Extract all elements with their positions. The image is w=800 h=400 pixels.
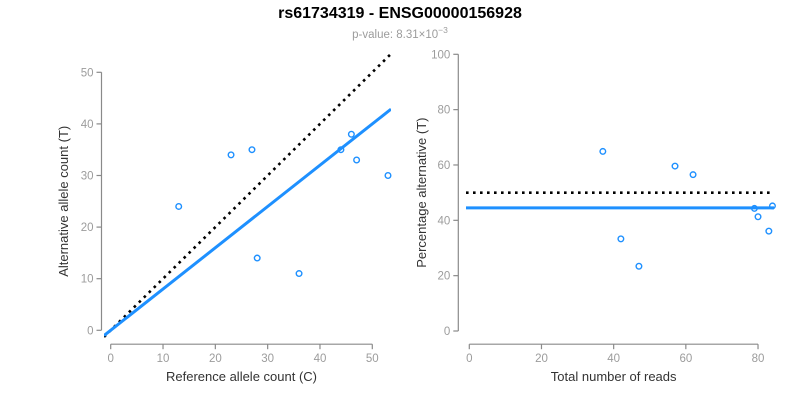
plot-lines xyxy=(466,191,774,210)
x-tick-label: 40 xyxy=(607,353,620,365)
y-tick-label: 30 xyxy=(81,171,94,183)
x-tick-label: 30 xyxy=(261,353,274,365)
page-subtitle: p-value: 8.31×10−3 xyxy=(0,25,800,41)
data-point xyxy=(353,156,361,164)
x-tick-label: 60 xyxy=(679,353,692,365)
plot-percentage-reads: 0 20 40 60 80 100 0 20 40 60 80 Total number of rea… xyxy=(414,49,776,384)
y-tick-label: 20 xyxy=(81,222,94,234)
y-tick-label: 40 xyxy=(438,215,451,227)
pvalue-label: p-value: xyxy=(352,28,397,41)
y-axis-title: Percentage alternative (T) xyxy=(414,118,429,268)
x-tick-label: 80 xyxy=(752,353,765,365)
y-tick-label: 40 xyxy=(81,119,94,131)
data-points xyxy=(599,147,776,270)
data-point xyxy=(227,151,235,159)
data-points xyxy=(175,130,392,278)
plot-lines xyxy=(104,52,391,338)
data-point xyxy=(765,227,773,235)
x-axis: 0 20 40 60 80 xyxy=(466,343,765,365)
x-axis: 0 10 20 30 40 50 xyxy=(107,343,379,365)
x-tick-label: 0 xyxy=(107,353,113,365)
data-point xyxy=(599,147,607,155)
y-axis-title: Alternative allele count (T) xyxy=(56,126,71,277)
data-point xyxy=(384,171,392,179)
x-axis-title: Total number of reads xyxy=(551,369,677,384)
data-point xyxy=(750,204,758,212)
pvalue-mantissa: 8.31×10 xyxy=(396,28,439,41)
y-axis: 0 20 40 60 80 100 xyxy=(431,49,459,338)
y-tick-label: 20 xyxy=(438,271,451,283)
x-tick-label: 20 xyxy=(535,353,548,365)
data-point xyxy=(347,130,355,138)
x-axis-title: Reference allele count (C) xyxy=(166,369,317,384)
y-axis: 0 10 20 30 40 50 xyxy=(81,67,103,337)
pvalue-exponent: −3 xyxy=(438,25,448,35)
data-point xyxy=(689,171,697,179)
x-tick-label: 50 xyxy=(366,353,379,365)
data-point xyxy=(295,270,303,278)
y-tick-label: 60 xyxy=(438,160,451,172)
data-point xyxy=(768,202,776,210)
data-point xyxy=(175,202,183,210)
y-tick-label: 0 xyxy=(87,325,93,337)
data-point xyxy=(671,162,679,170)
page-title: rs61734319 - ENSG00000156928 xyxy=(278,5,522,22)
x-tick-label: 40 xyxy=(314,353,327,365)
y-tick-label: 80 xyxy=(438,105,451,117)
data-point xyxy=(337,146,345,154)
y-tick-label: 10 xyxy=(81,274,94,286)
x-tick-label: 0 xyxy=(466,353,472,365)
data-point xyxy=(248,146,256,154)
plot-allele-counts: 0 10 20 30 40 50 0 10 20 30 40 50 Reference allele c… xyxy=(56,52,392,384)
fit-line xyxy=(104,107,391,337)
data-point xyxy=(253,254,261,262)
x-tick-label: 10 xyxy=(157,353,170,365)
data-point xyxy=(754,213,762,221)
data-point xyxy=(635,262,643,270)
data-point xyxy=(617,235,625,243)
y-tick-label: 100 xyxy=(431,49,450,61)
y-tick-label: 50 xyxy=(81,67,94,79)
identity-line xyxy=(104,52,391,338)
y-tick-label: 0 xyxy=(444,326,450,338)
x-tick-label: 20 xyxy=(209,353,222,365)
